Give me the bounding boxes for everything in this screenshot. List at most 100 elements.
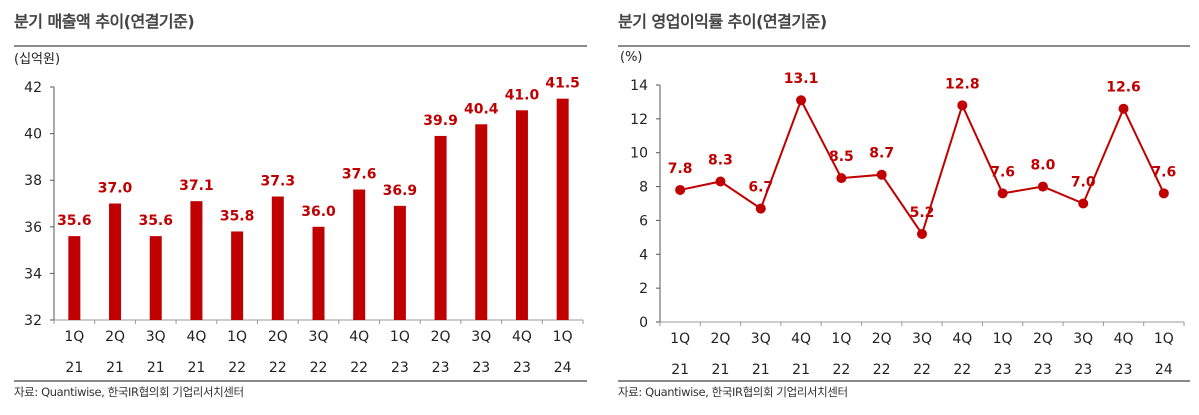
x-tick-label: 21	[147, 360, 165, 376]
data-label: 8.7	[869, 146, 894, 162]
x-tick-label: 1Q	[390, 329, 410, 345]
data-point	[755, 203, 766, 214]
x-tick-label: 1Q	[64, 329, 84, 345]
x-tick-label: 4Q	[512, 329, 532, 345]
data-point	[1158, 188, 1169, 199]
data-label: 7.6	[1151, 164, 1176, 180]
y-tick-label: 32	[24, 313, 42, 329]
data-label: 13.1	[784, 71, 819, 87]
data-point	[1118, 103, 1129, 114]
x-tick-label: 23	[1115, 362, 1133, 378]
x-tick-label: 2Q	[1033, 331, 1053, 347]
chart-title-revenue: 분기 매출액 추이(연결기준)	[14, 12, 195, 31]
x-tick-label: 4Q	[952, 331, 972, 347]
x-tick-label: 22	[228, 360, 246, 376]
margin-line-chart: (%)024681012141Q212Q213Q214Q211Q222Q223Q…	[620, 50, 1185, 378]
data-label: 41.5	[545, 76, 580, 92]
data-point	[957, 100, 968, 111]
x-tick-label: 4Q	[349, 329, 369, 345]
data-point	[836, 173, 847, 184]
y-tick-label: 8	[639, 180, 648, 196]
y-tick-label: 14	[630, 78, 648, 94]
x-tick-label: 3Q	[146, 329, 166, 345]
data-label: 12.8	[945, 76, 980, 92]
x-tick-label: 21	[712, 362, 730, 378]
bar	[515, 110, 528, 320]
data-label: 37.3	[261, 174, 296, 190]
x-tick-label: 23	[391, 360, 409, 376]
data-point	[675, 184, 686, 195]
x-tick-label: 21	[106, 360, 124, 376]
x-tick-label: 21	[792, 362, 810, 378]
x-tick-label: 1Q	[553, 329, 573, 345]
x-tick-label: 3Q	[309, 329, 329, 345]
bar	[231, 231, 244, 320]
data-point	[876, 169, 887, 180]
data-label: 40.4	[464, 101, 499, 117]
bar	[475, 124, 488, 320]
bar	[271, 196, 284, 320]
bar	[190, 201, 203, 320]
x-tick-label: 22	[953, 362, 971, 378]
x-tick-label: 2Q	[872, 331, 892, 347]
x-tick-label: 4Q	[1114, 331, 1134, 347]
data-label: 7.8	[668, 161, 693, 177]
data-label: 36.9	[383, 183, 418, 199]
data-label: 37.6	[342, 167, 377, 183]
source-note: 자료: Quantiwise, 한국IR협의회 기업리서치센터	[14, 385, 244, 399]
x-tick-label: 1Q	[670, 331, 690, 347]
x-tick-label: 24	[1155, 362, 1173, 378]
data-point	[1078, 198, 1089, 209]
y-axis-unit: (%)	[620, 50, 643, 65]
title-divider	[14, 45, 587, 47]
x-tick-label: 22	[832, 362, 850, 378]
y-tick-label: 6	[639, 213, 648, 229]
x-tick-label: 21	[188, 360, 206, 376]
x-tick-label: 2Q	[710, 331, 730, 347]
data-point	[917, 228, 927, 239]
bar	[393, 205, 406, 320]
bar	[312, 226, 325, 320]
data-point	[796, 95, 807, 106]
data-label: 7.6	[990, 164, 1015, 180]
footer-divider	[14, 380, 587, 382]
y-tick-label: 2	[639, 281, 648, 297]
y-tick-label: 34	[24, 266, 42, 282]
x-tick-label: 1Q	[1154, 331, 1174, 347]
x-tick-label: 2Q	[268, 329, 288, 345]
y-axis-unit: (십억원)	[14, 52, 60, 67]
source-note: 자료: Quantiwise, 한국IR협의회 기업리서치센터	[618, 385, 848, 399]
bar	[556, 98, 569, 321]
x-tick-label: 3Q	[912, 331, 932, 347]
x-tick-label: 2Q	[431, 329, 451, 345]
x-tick-label: 1Q	[831, 331, 851, 347]
x-tick-label: 24	[554, 360, 572, 376]
x-tick-label: 23	[1074, 362, 1092, 378]
title-divider	[618, 45, 1190, 47]
data-label: 37.0	[98, 181, 133, 197]
x-tick-label: 2Q	[105, 329, 125, 345]
x-tick-label: 22	[310, 360, 328, 376]
revenue-bar-chart: (십억원) 32 34 36 38 40 42 1Q 21 2Q 21 3Q 21 4Q 21 1Q 22 2Q 2…	[14, 52, 584, 376]
data-label: 8.0	[1031, 158, 1056, 174]
y-tick-label: 4	[639, 247, 648, 263]
data-point	[715, 176, 726, 187]
x-tick-label: 1Q	[993, 331, 1013, 347]
x-tick-label: 23	[472, 360, 490, 376]
x-tick-label: 21	[65, 360, 83, 376]
chart-title-margin: 분기 영업이익률 추이(연결기준)	[618, 12, 827, 31]
x-tick-label: 3Q	[1073, 331, 1093, 347]
y-tick-label: 40	[24, 127, 42, 143]
data-point	[1037, 181, 1048, 192]
data-label: 8.3	[708, 152, 733, 168]
x-tick-label: 23	[432, 360, 450, 376]
y-tick-label: 0	[639, 315, 648, 331]
data-label: 36.0	[301, 204, 336, 220]
data-label: 7.0	[1071, 175, 1096, 191]
data-label: 35.6	[138, 213, 173, 229]
data-label: 6.7	[748, 180, 773, 196]
bar	[434, 135, 447, 320]
data-label: 41.0	[505, 87, 540, 103]
x-tick-label: 3Q	[471, 329, 491, 345]
bar	[109, 203, 122, 320]
